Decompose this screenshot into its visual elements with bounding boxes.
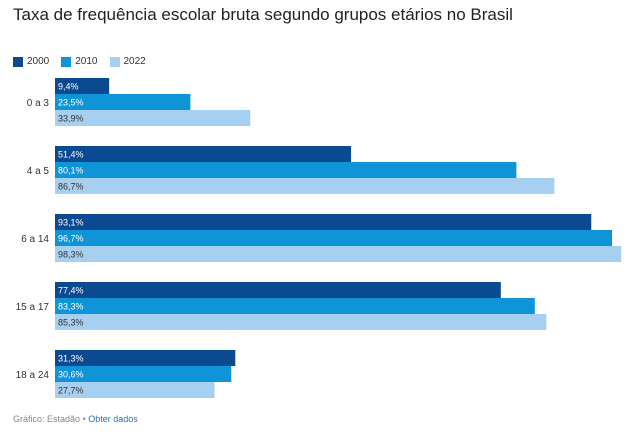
footer-separator: • [82,414,86,424]
bar-2022-3[interactable] [55,314,547,330]
category-label: 4 a 5 [27,166,50,177]
data-label-2010-4: 30,6% [58,370,84,380]
category-label: 0 a 3 [27,98,50,109]
data-label-2010-0: 23,5% [58,98,84,108]
bar-2010-0[interactable] [55,94,191,110]
data-label-2022-0: 33,9% [58,114,84,124]
data-label-2000-0: 9,4% [58,82,79,92]
legend-label-2010: 2010 [75,56,98,67]
data-label-2022-2: 98,3% [58,250,84,260]
data-label-2010-3: 83,3% [58,302,84,312]
category-label: 18 a 24 [16,370,50,381]
legend-item-2000[interactable]: 2000 [13,56,49,67]
chart-title: Taxa de frequência escolar bruta segundo… [13,5,513,24]
bar-2010-1[interactable] [55,162,517,178]
bar-2000-1[interactable] [55,146,352,162]
bar-2022-1[interactable] [55,178,555,194]
data-label-2000-4: 31,3% [58,354,84,364]
legend-item-2010[interactable]: 2010 [61,56,98,67]
bar-2022-0[interactable] [55,110,251,126]
data-label-2010-2: 96,7% [58,234,84,244]
data-label-2000-1: 51,4% [58,150,84,160]
data-label-2022-3: 85,3% [58,318,84,328]
data-label-2000-3: 77,4% [58,286,84,296]
legend-swatch-2010 [61,56,72,67]
get-data-link[interactable]: Obter dados [88,414,138,424]
category-label: 6 a 14 [21,234,49,245]
data-label-2022-4: 27,7% [58,386,84,396]
bar-2022-2[interactable] [55,246,622,262]
data-label-2000-2: 93,1% [58,218,84,228]
bar-2010-2[interactable] [55,230,612,246]
bar-2010-4[interactable] [55,366,232,382]
legend: 2000 2010 2022 [13,56,158,67]
legend-label-2000: 2000 [27,56,50,67]
bar-2010-3[interactable] [55,298,535,314]
bar-2000-0[interactable] [55,78,110,94]
category-label: 15 a 17 [16,302,50,313]
bar-2000-3[interactable] [55,282,501,298]
bar-2000-4[interactable] [55,350,236,366]
legend-item-2022[interactable]: 2022 [109,56,146,67]
legend-label-2022: 2022 [123,56,146,67]
data-label-2010-1: 80,1% [58,166,84,176]
data-label-2022-1: 86,7% [58,182,84,192]
bar-2000-2[interactable] [55,214,592,230]
legend-swatch-2000 [13,56,23,67]
legend-swatch-2022 [109,56,120,67]
footer: Gráfico: Estadão • Obter dados [13,414,138,424]
bar-2022-4[interactable] [55,382,215,398]
footer-source: Gráfico: Estadão [13,414,81,424]
